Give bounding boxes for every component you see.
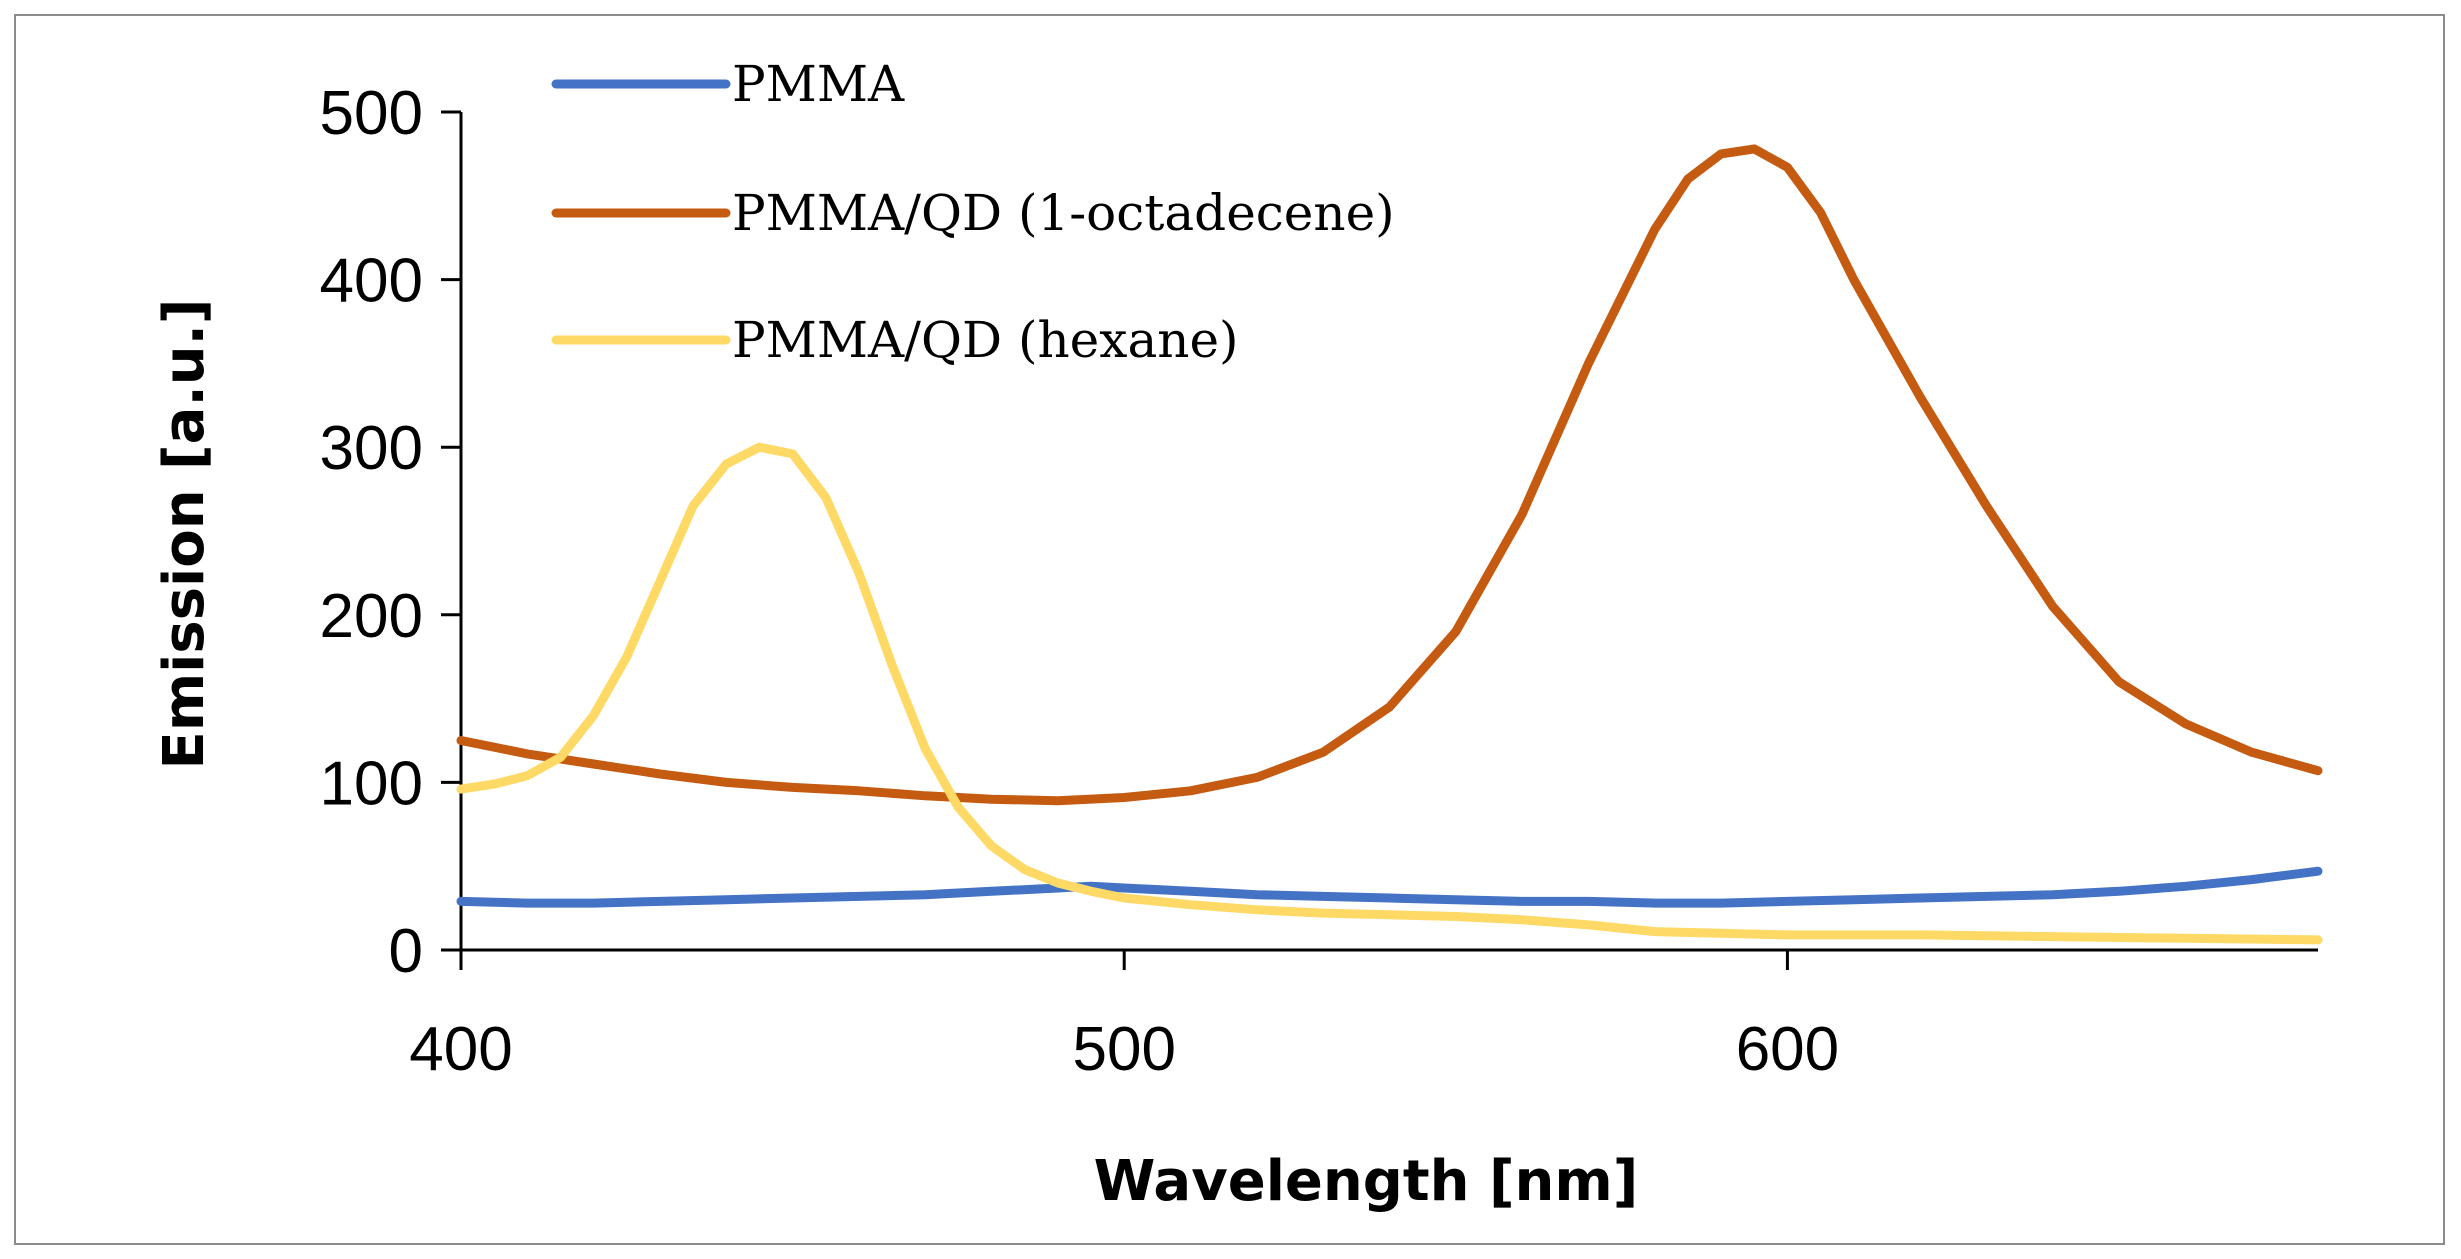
y-axis-title: Emission [a.u.]: [152, 299, 217, 770]
y-tick-label: 400: [320, 247, 423, 316]
legend-label-1: PMMA/QD (1-octadecene): [732, 184, 1395, 242]
x-tick-label: 600: [1736, 1015, 1839, 1084]
series-line-0: [456, 866, 2323, 908]
chart-frame: [14, 14, 2445, 1245]
y-tick-label: 100: [320, 749, 423, 818]
series-lines: [456, 144, 2323, 945]
y-tick-label: 500: [320, 79, 423, 148]
y-tick-label: 0: [389, 917, 423, 986]
legend-label-0: PMMA: [732, 55, 905, 113]
series-line-1: [456, 144, 2323, 806]
x-tick-label: 400: [409, 1015, 512, 1084]
x-tick-label: 500: [1072, 1015, 1175, 1084]
legend: PMMA PMMA/QD (1-octadecene) PMMA/QD (hexan…: [551, 55, 1395, 369]
legend-label-2: PMMA/QD (hexane): [732, 311, 1239, 369]
x-axis-title: Wavelength [nm]: [1094, 1149, 1639, 1214]
y-tick-label: 200: [320, 582, 423, 651]
y-tick-label: 300: [320, 414, 423, 483]
series-line-2: [456, 442, 2323, 945]
axes: 0 100 200 300 400 500 400 500 600: [320, 79, 2318, 1084]
